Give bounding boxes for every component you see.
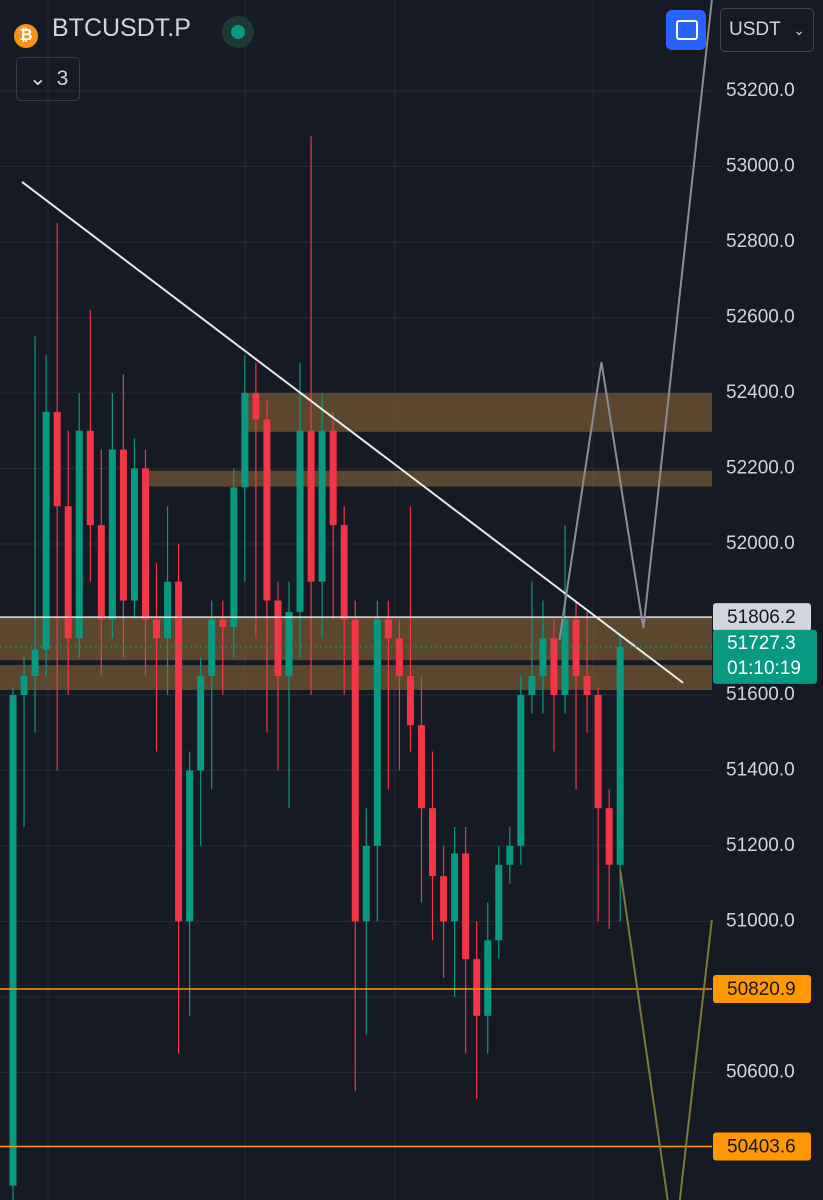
candle-body — [417, 725, 425, 809]
time-grid — [47, 0, 594, 1200]
price-label-bg — [713, 603, 811, 632]
candle-body — [9, 694, 17, 1186]
symbol[interactable]: BTCUSDT.P — [52, 14, 191, 42]
candle-body — [241, 392, 249, 488]
y-tick-label: 52400.0 — [726, 382, 795, 403]
price-label: 50403.6 — [727, 1137, 796, 1158]
last-price-bg — [713, 629, 817, 684]
y-tick-label: 50600.0 — [726, 1061, 795, 1082]
candle-body — [219, 619, 227, 627]
candle-body — [97, 525, 105, 620]
currency: USDT — [729, 19, 781, 40]
candle-body — [528, 676, 536, 695]
candle-body — [64, 506, 72, 639]
y-tick-label: 53200.0 — [726, 80, 795, 101]
candle-body — [175, 581, 183, 922]
y-tick-label: 51000.0 — [726, 910, 795, 931]
y-tick-label: 52800.0 — [726, 231, 795, 252]
price-label-bg — [713, 1132, 811, 1161]
candle-body — [42, 411, 50, 650]
status-indicator — [222, 16, 254, 48]
candle-body — [451, 853, 459, 922]
candle-body — [594, 694, 602, 809]
countdown: 01:10:19 — [727, 658, 801, 679]
candle-body — [362, 845, 370, 922]
candle-body — [164, 581, 172, 639]
candle-body — [462, 853, 470, 960]
candle-body — [561, 619, 569, 695]
price-label-bg — [713, 975, 811, 1004]
y-tick-label: 52000.0 — [726, 533, 795, 554]
candle-body — [86, 430, 94, 526]
candle-body — [75, 430, 83, 639]
candle-body — [583, 676, 591, 695]
indicator-count: 3 — [56, 67, 69, 90]
currency-select[interactable]: USDT ⌄ — [720, 8, 814, 52]
drawing — [21, 181, 684, 684]
price-label: 51806.2 — [727, 607, 796, 628]
candle-body — [130, 468, 138, 601]
zone — [244, 392, 712, 432]
candle-body — [53, 411, 61, 507]
candle-body — [351, 619, 359, 922]
candle-body — [484, 940, 492, 1016]
candle-body — [506, 845, 514, 865]
candle-body — [318, 430, 326, 582]
candle-body — [616, 646, 624, 865]
coin-icon: ₿ — [14, 24, 38, 48]
candle-body — [307, 430, 315, 582]
candle-body — [517, 694, 525, 846]
candle-body — [296, 430, 304, 612]
candle-body — [329, 430, 337, 526]
candle-body — [572, 619, 580, 677]
last-price-label: 51727.3 — [727, 633, 796, 654]
fullscreen-button[interactable] — [666, 10, 706, 50]
candle-body — [208, 619, 216, 677]
candle-body — [539, 638, 547, 677]
candle-body — [550, 638, 558, 695]
candle-body — [20, 676, 28, 695]
y-tick-label: 51400.0 — [726, 759, 795, 780]
candle-body — [263, 419, 271, 601]
candle-body — [119, 449, 127, 601]
candle-body — [31, 649, 39, 677]
price-label: 50820.9 — [727, 979, 796, 1000]
candle-body — [141, 468, 149, 620]
candle-body — [495, 864, 503, 941]
candle-body — [186, 770, 194, 922]
drawing — [619, 869, 669, 1200]
candle-body — [373, 619, 381, 846]
drawing — [558, 0, 713, 640]
candle-body — [252, 392, 260, 420]
y-tick-label: 51200.0 — [726, 835, 795, 856]
zone — [145, 470, 713, 487]
candle-body — [384, 619, 392, 639]
y-tick-label: 53000.0 — [726, 155, 795, 176]
candle-body — [473, 959, 481, 1016]
y-tick-label: 52600.0 — [726, 306, 795, 327]
indicators-toggle[interactable]: ⌄ 3 — [16, 57, 80, 101]
candle-body — [605, 808, 613, 865]
candle-body — [285, 611, 293, 677]
candle-body — [440, 876, 448, 922]
candle-body — [153, 619, 161, 639]
candle-body — [429, 808, 437, 877]
y-tick-label: 52200.0 — [726, 457, 795, 478]
candle-body — [406, 676, 414, 726]
candle-body — [395, 638, 403, 677]
candle-body — [197, 676, 205, 771]
candle-body — [340, 525, 348, 620]
candle-body — [230, 487, 238, 627]
y-tick-label: 51600.0 — [726, 684, 795, 705]
candle-body — [108, 449, 116, 620]
candle-body — [274, 600, 282, 677]
drawing — [678, 919, 713, 1200]
